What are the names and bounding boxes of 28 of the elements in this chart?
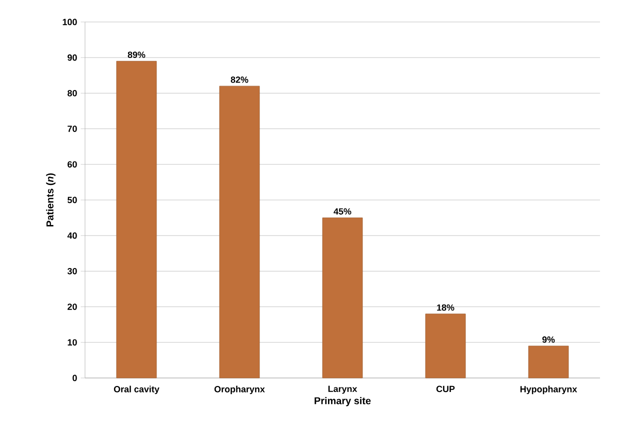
bar [322, 218, 363, 378]
x-tick-label: Oral cavity [114, 386, 160, 394]
y-tick-label: 40 [67, 232, 77, 239]
bar [219, 86, 260, 378]
y-tick-label: 10 [68, 339, 77, 346]
y-tick-label: 30 [67, 268, 77, 274]
data-label: 45% [334, 208, 352, 215]
y-tick-label: 100 [62, 18, 77, 26]
bar [425, 314, 466, 378]
y-tick-label: 80 [68, 90, 77, 96]
x-tick-label: Oropharynx [214, 386, 265, 394]
y-tick-label: 70 [68, 126, 77, 132]
data-label: 89% [128, 52, 146, 58]
y-tick-label: 90 [68, 54, 77, 61]
data-label: 9% [542, 336, 555, 343]
x-tick-label: CUP [436, 386, 455, 392]
x-tick-label: Larynx [328, 386, 358, 394]
x-axis-title: Primary site [314, 396, 371, 406]
y-tick-label: 0 [72, 374, 77, 382]
y-tick-label: 60 [68, 161, 77, 168]
y-tick-label: 50 [68, 196, 77, 204]
bar [528, 346, 569, 378]
x-tick-label: Hypopharynx [520, 386, 578, 394]
data-label: 82% [230, 76, 248, 83]
y-tick-label: 20 [68, 304, 77, 310]
y-axis-title: Patients (n) [46, 173, 56, 226]
data-label: 18% [437, 304, 454, 311]
bar [116, 60, 157, 378]
